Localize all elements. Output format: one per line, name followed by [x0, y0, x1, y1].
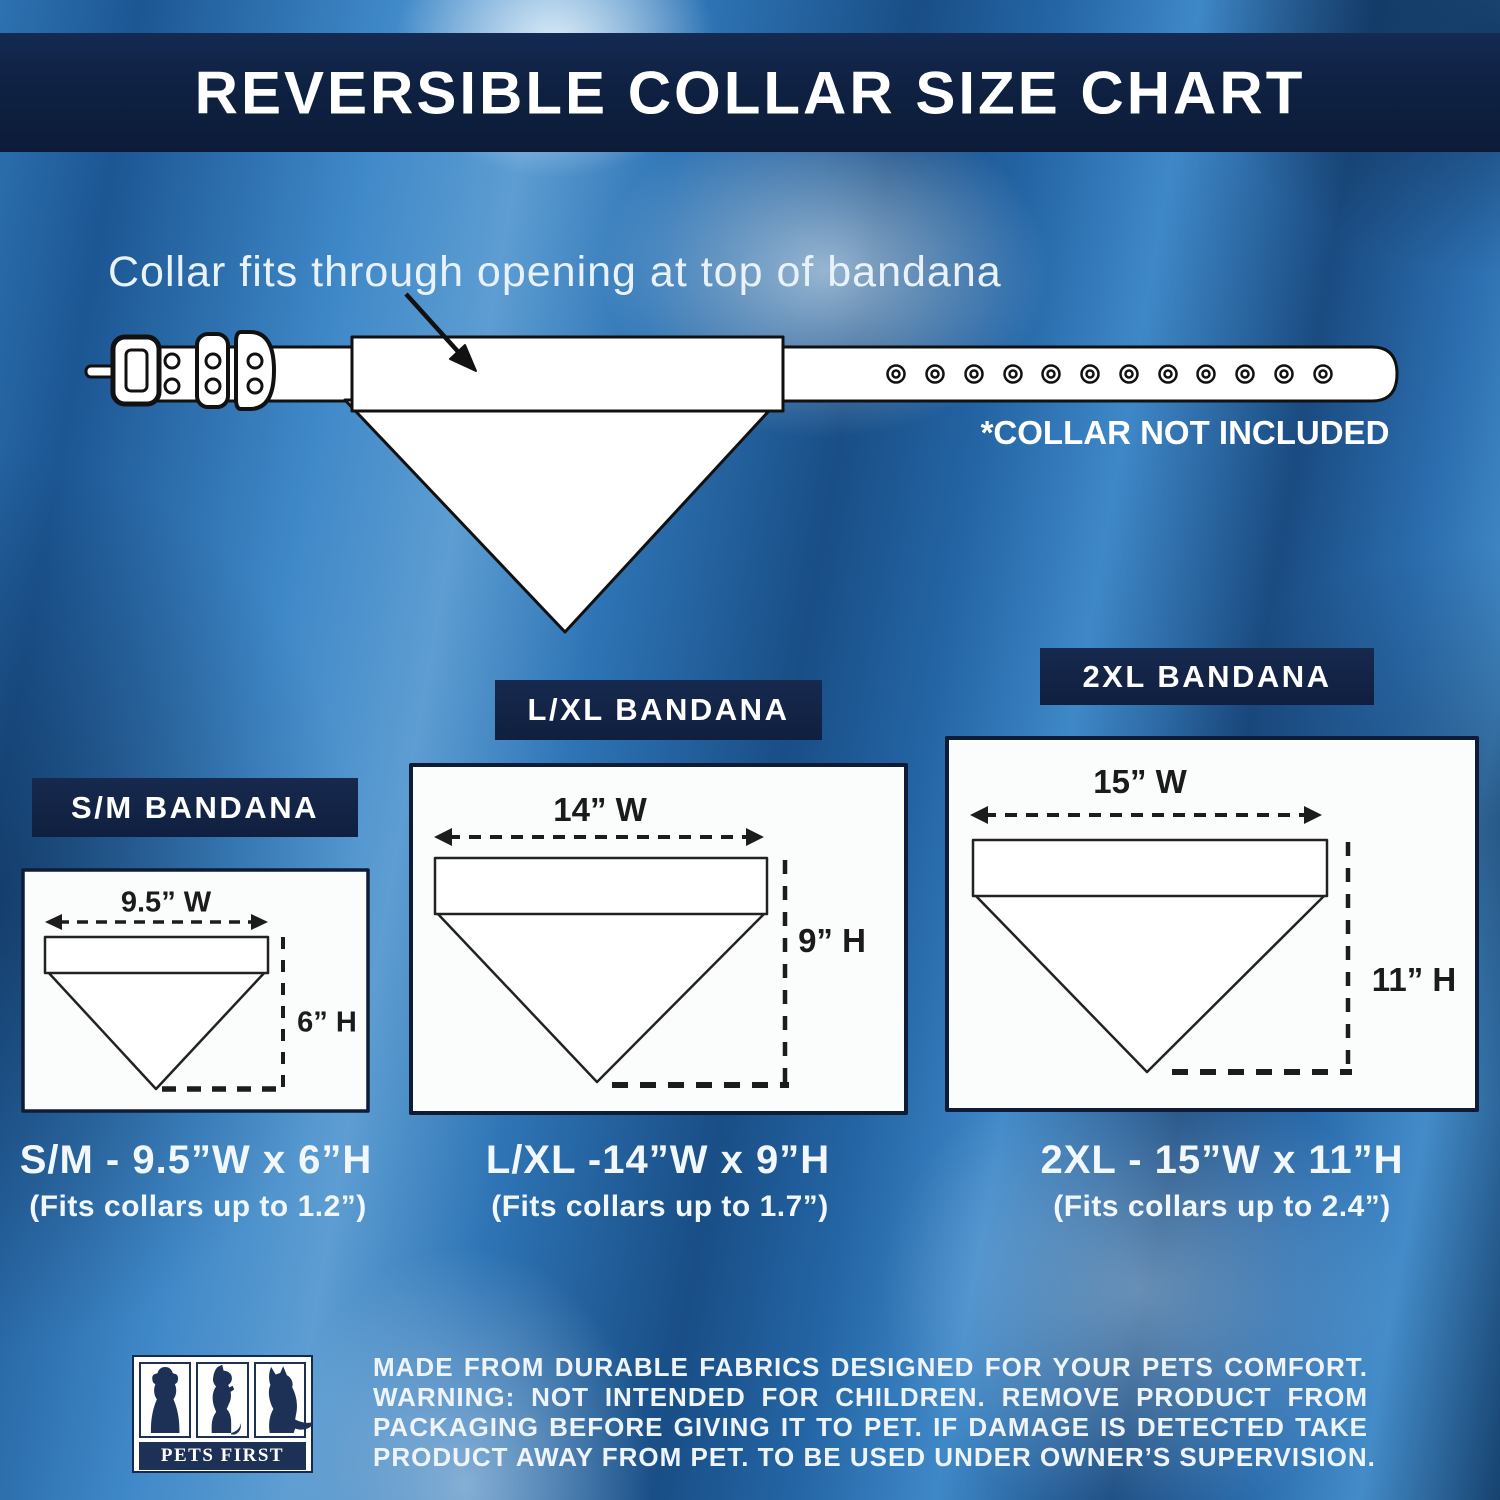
warning-line: PACKAGING BEFORE GIVING IT TO PET. IF DA…: [373, 1412, 1368, 1442]
collar-keeper-loop: [195, 332, 230, 409]
dog-panel-2: [196, 1362, 249, 1438]
2xl-bandana-triangle: [973, 893, 1327, 1074]
lxl-height-label: 9” H: [798, 922, 866, 959]
pets-first-logo: PETS FIRST: [132, 1355, 313, 1473]
pointer-arrow: [404, 292, 477, 372]
sm-height-label: 6” H: [297, 1006, 357, 1039]
warning-line: MADE FROM DURABLE FABRICS DESIGNED FOR Y…: [373, 1352, 1368, 1382]
logo-wordmark: PETS FIRST: [139, 1442, 306, 1470]
2xl-diagram: [945, 736, 1479, 1112]
title-bar: REVERSIBLE COLLAR SIZE CHART: [0, 33, 1500, 152]
2xl-bandana-sleeve: [971, 838, 1329, 898]
lxl-summary: L/XL -14”W x 9”H: [485, 1138, 831, 1182]
lxl-bandana-triangle: [435, 911, 767, 1084]
2xl-panel: [945, 736, 1479, 1112]
collar-not-included-note: *COLLAR NOT INCLUDED: [980, 414, 1390, 451]
buckle-frame-inner: [124, 348, 149, 393]
bandana-sleeve: [350, 335, 785, 413]
collar-d-loop: [234, 330, 276, 411]
collar-illustration: [84, 292, 1399, 634]
2xl-summary: 2XL - 15”W x 11”H: [1040, 1138, 1404, 1182]
size-header-2xl: 2XL BANDANA: [1040, 648, 1374, 705]
lxl-width-label: 14” W: [553, 791, 647, 828]
sm-bandana-triangle: [45, 969, 268, 1091]
warning-line: PRODUCT AWAY FROM PET. TO BE USED UNDER …: [373, 1442, 1376, 1472]
begging-dog-icon: [211, 1364, 242, 1435]
dog-panel-3: [253, 1362, 313, 1438]
shepherd-dog-icon: [268, 1366, 313, 1433]
size-header-lxl: L/XL BANDANA: [495, 680, 822, 740]
2xl-fits: (Fits collars up to 2.4”): [1053, 1190, 1391, 1223]
collar-strap-left: [126, 345, 362, 403]
bandana-triangle: [343, 398, 781, 634]
lxl-fits: (Fits collars up to 1.7”): [491, 1190, 829, 1223]
warning-line: WARNING: NOT INTENDED FOR CHILDREN. REMO…: [373, 1382, 1368, 1412]
page-title: REVERSIBLE COLLAR SIZE CHART: [194, 59, 1306, 126]
collar-caption: Collar fits through opening at top of ba…: [108, 248, 1002, 296]
dog-panel-1: [139, 1362, 192, 1438]
buckle-prong: [84, 364, 152, 379]
2xl-height-label: 11” H: [1371, 961, 1457, 998]
collar-strap-right: [781, 345, 1399, 403]
size-header-sm: S/M BANDANA: [32, 778, 358, 837]
buckle-frame: [110, 334, 162, 407]
sitting-dog-icon: [150, 1367, 180, 1433]
sm-fits: (Fits collars up to 1.2”): [29, 1190, 367, 1223]
lxl-bandana-sleeve: [433, 856, 769, 916]
sm-width-label: 9.5” W: [120, 886, 212, 919]
collar-eyelets: [886, 364, 1333, 384]
logo-dog-panels: [139, 1362, 313, 1438]
sm-bandana-sleeve: [43, 935, 270, 975]
buckle-holes: [163, 352, 264, 395]
warning-text: MADE FROM DURABLE FABRICS DESIGNED FOR Y…: [373, 1352, 1376, 1472]
sm-summary: S/M - 9.5”W x 6”H: [19, 1138, 373, 1182]
2xl-width-label: 15” W: [1093, 763, 1187, 800]
